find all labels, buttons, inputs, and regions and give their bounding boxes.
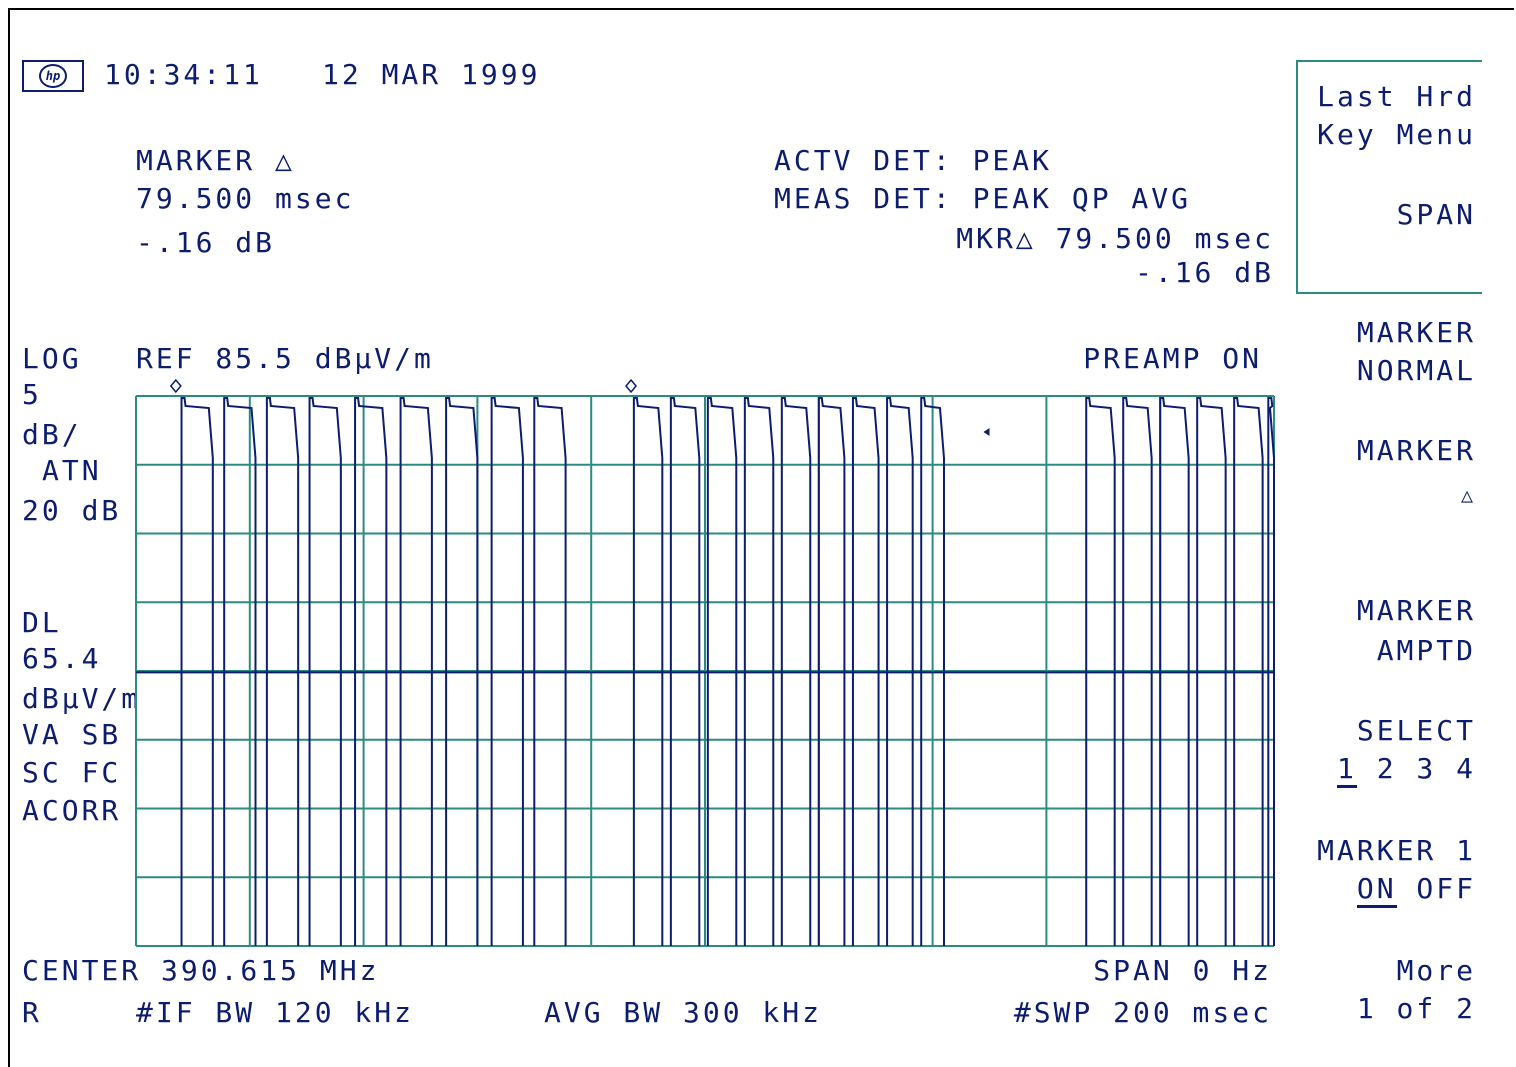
softkey-marker-amptd-line2[interactable]: AMPTD xyxy=(1376,634,1476,667)
trace-pulse xyxy=(1267,397,1275,946)
marker-diamond-icon xyxy=(169,378,182,394)
softkey-select-options[interactable]: 1 2 3 4 xyxy=(1336,752,1476,788)
acorr-annotation: ACORR xyxy=(22,794,122,827)
trace-pulse xyxy=(354,397,388,946)
softkey-marker-normal-line2[interactable]: NORMAL xyxy=(1356,354,1476,387)
softkey-span[interactable]: SPAN xyxy=(1396,198,1476,231)
softkey-more-line1[interactable]: More xyxy=(1396,954,1476,987)
softkey-title-line2: Key Menu xyxy=(1317,118,1476,151)
marker-readout-title: MARKER △ xyxy=(136,144,295,177)
select-option-1[interactable]: 1 xyxy=(1336,752,1357,788)
r-annotation: R xyxy=(22,996,42,1029)
display-line-label: DL xyxy=(22,606,62,639)
trace-pulse xyxy=(445,397,479,946)
trace-pulse xyxy=(490,397,524,946)
hp-logo-icon: hp xyxy=(22,60,84,92)
scale-type: LOG xyxy=(22,342,82,375)
sc-fc-annotation: SC FC xyxy=(22,756,122,789)
scale-unit: dB/ xyxy=(22,418,82,451)
reference-arrow-icon xyxy=(983,428,990,436)
marker-readout-amplitude: -.16 dB xyxy=(136,226,276,259)
sweep-time: #SWP 200 msec xyxy=(1013,996,1272,1029)
avg-bandwidth: AVG BW 300 kHz xyxy=(544,996,823,1029)
trace-pulse xyxy=(780,397,812,946)
trace-pulse xyxy=(1159,397,1190,946)
va-sb-annotation: VA SB xyxy=(22,718,122,751)
softkey-select-line1[interactable]: SELECT xyxy=(1356,714,1476,747)
clock-time: 10:34:11 xyxy=(104,58,263,91)
preamp-status: PREAMP ON xyxy=(1083,342,1262,375)
marker-diamond-icon xyxy=(625,378,638,394)
trace-pulse xyxy=(533,397,567,946)
attenuation-label: ATN xyxy=(42,454,102,487)
display-line-unit: dBµV/m xyxy=(22,682,142,715)
trace-pulse xyxy=(920,397,945,946)
mkr-delta-amplitude: -.16 dB xyxy=(1134,256,1274,289)
trace-pulse xyxy=(1085,397,1116,946)
softkey-title-line1: Last Hrd xyxy=(1317,80,1476,113)
trace-pulse xyxy=(180,397,214,946)
trace-pulse xyxy=(632,397,664,946)
active-detector: ACTV DET: PEAK xyxy=(774,144,1053,177)
display-line-value: 65.4 xyxy=(22,642,102,675)
marker1-on[interactable]: ON xyxy=(1356,872,1397,908)
display-frame xyxy=(8,8,1514,1067)
softkey-marker-amptd-line1[interactable]: MARKER xyxy=(1356,594,1476,627)
softkey-marker1-onoff[interactable]: ON OFF xyxy=(1356,872,1476,908)
trace-pulse xyxy=(669,397,701,946)
trace-pulse xyxy=(817,397,846,946)
trace-pulse xyxy=(223,397,257,946)
softkey-marker-delta-line2[interactable]: △ xyxy=(1460,483,1476,507)
trace-pulse xyxy=(886,397,914,946)
softkey-more-line2[interactable]: 1 of 2 xyxy=(1356,992,1476,1025)
meas-detector: MEAS DET: PEAK QP AVG xyxy=(774,182,1192,215)
span-value: SPAN 0 Hz xyxy=(1093,954,1272,987)
softkey-marker-delta-line1[interactable]: MARKER xyxy=(1356,434,1476,467)
if-bandwidth: #IF BW 120 kHz xyxy=(136,996,415,1029)
softkey-title-box xyxy=(1296,60,1482,294)
trace-pulse xyxy=(1196,397,1227,946)
trace-pulse xyxy=(308,397,342,946)
trace-pulse xyxy=(1122,397,1153,946)
attenuation-value: 20 dB xyxy=(22,494,122,527)
center-frequency: CENTER 390.615 MHz xyxy=(22,954,380,987)
reference-level: REF 85.5 dBµV/m xyxy=(136,342,434,375)
trace-pulse xyxy=(851,397,880,946)
scale-value: 5 xyxy=(22,378,42,411)
trace-pulse xyxy=(743,397,775,946)
marker-readout-time: 79.500 msec xyxy=(136,182,355,215)
softkey-marker-normal-line1[interactable]: MARKER xyxy=(1356,316,1476,349)
trace-pulse xyxy=(265,397,300,946)
trace-pulse xyxy=(399,397,433,946)
mkr-delta-time: MKR△ 79.500 msec xyxy=(956,222,1274,255)
trace-pulse xyxy=(706,397,738,946)
marker1-off[interactable]: OFF xyxy=(1396,872,1476,905)
clock-date: 12 MAR 1999 xyxy=(322,58,541,91)
select-option-rest[interactable]: 2 3 4 xyxy=(1356,752,1476,785)
trace-pulse xyxy=(1233,397,1264,946)
softkey-marker1-line1[interactable]: MARKER 1 xyxy=(1317,834,1476,867)
